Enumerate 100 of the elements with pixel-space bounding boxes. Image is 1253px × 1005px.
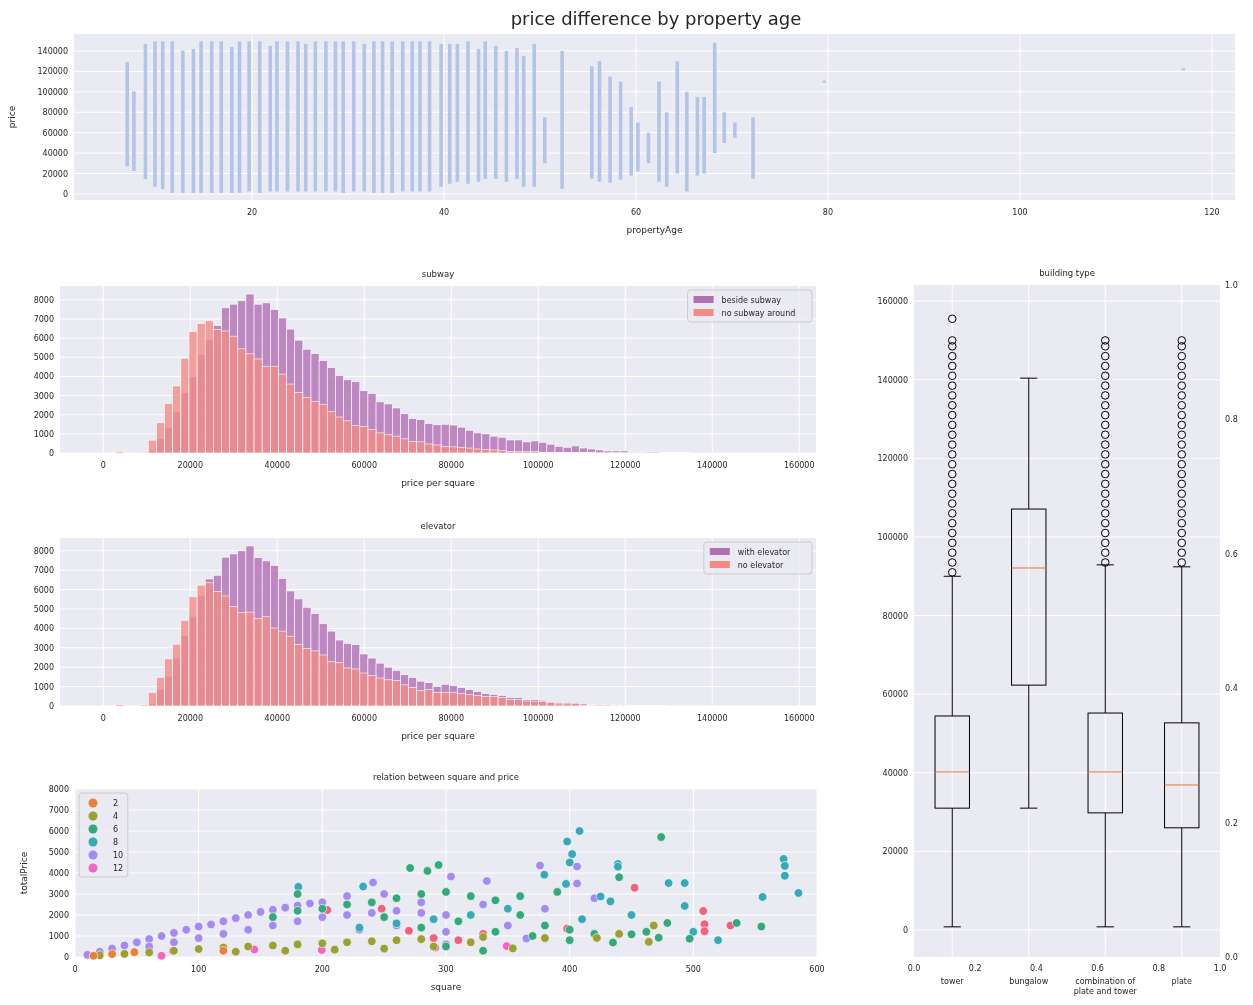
legend-label: no subway around (721, 309, 796, 318)
x-tick-label: 40000 (264, 461, 290, 470)
x-tick-label: 120000 (609, 461, 641, 470)
y-tick-label: 40000 (882, 768, 908, 778)
x2-tick-label: 0.6 (1091, 964, 1104, 973)
y-tick-label: 6000 (33, 585, 54, 595)
legend-label: with elevator (737, 548, 792, 557)
y-tick-label: 0 (48, 702, 54, 711)
y-tick-label: 1000 (33, 429, 54, 439)
x-tick-label: 60000 (351, 461, 377, 470)
y-tick-label: 7000 (48, 806, 69, 815)
y-tick-label: 5000 (48, 848, 69, 857)
x-tick-label: 20000 (177, 461, 203, 470)
y-tick-label: 7000 (33, 566, 54, 576)
x-tick-label: 140000 (696, 714, 728, 723)
y-tick-label: 2000 (33, 410, 54, 420)
y-tick-label: 100000 (877, 532, 908, 542)
y-tick-label: 100000 (37, 87, 68, 97)
y-tick-label: 0 (62, 189, 68, 199)
legend-label: beside subway (721, 296, 782, 305)
x-tick-label: 0 (72, 965, 78, 974)
x2-tick-label: 0.8 (1152, 964, 1166, 973)
chart-title: subway (421, 269, 455, 279)
y-tick-label: 8000 (33, 295, 54, 305)
chart-title: price difference by property age (510, 8, 802, 29)
x-tick-label: 60 (630, 208, 642, 217)
x-tick-label: 80000 (438, 461, 464, 470)
y2-tick-label: 0.4 (1225, 684, 1238, 694)
x-tick-label: 100 (191, 965, 207, 974)
y-tick-label: 7000 (33, 314, 54, 324)
x-tick-label: 300 (438, 965, 454, 974)
y-tick-label: 120000 (37, 67, 68, 77)
x-tick-label: 500 (685, 965, 701, 974)
x-tick-label: 120000 (609, 714, 641, 723)
x-tick-label: 100 (1012, 208, 1028, 217)
y-tick-label: 60000 (42, 128, 68, 138)
y-tick-label: 1000 (33, 682, 54, 692)
y-tick-label: 8000 (33, 546, 54, 556)
x-tick-label: 120 (1204, 208, 1220, 217)
x-tick-label: 80 (822, 208, 834, 217)
y-tick-label: 60000 (882, 690, 908, 700)
legend-label: 2 (113, 799, 119, 808)
y-tick-label: 140000 (37, 46, 68, 56)
x-axis-title: propertyAge (626, 225, 683, 235)
y-tick-label: 5000 (33, 353, 54, 363)
x-tick-label: 0 (100, 714, 106, 723)
x-tick-label: 80000 (438, 714, 464, 723)
y-tick-label: 0 (63, 953, 69, 962)
x-tick-label: 20000 (177, 714, 203, 723)
x-tick-label: tower (940, 977, 965, 986)
x-tick-label: 100000 (522, 461, 554, 470)
x2-tick-label: 1.0 (1213, 964, 1227, 973)
y-axis-title: totalPrice (19, 851, 29, 895)
x-tick-label: 200 (314, 965, 330, 974)
y-tick-label: 2000 (48, 911, 69, 920)
y-tick-label: 4000 (48, 869, 69, 878)
x-tick-label: 140000 (696, 461, 728, 470)
y-tick-label: 6000 (48, 827, 69, 836)
y-tick-label: 4000 (33, 372, 54, 382)
y-tick-label: 2000 (33, 663, 54, 673)
x-tick-label: bungalow (1009, 977, 1049, 986)
x-tick-label: 100000 (522, 714, 554, 723)
y-tick-label: 80000 (42, 108, 68, 118)
x-axis-title: price per square (401, 731, 476, 741)
x-tick-label: 40000 (264, 714, 290, 723)
y2-tick-label: 1.0 (1225, 281, 1238, 290)
y-tick-label: 4000 (33, 624, 54, 634)
x2-tick-label: 0.2 (968, 964, 982, 973)
x-tick-label: 160000 (783, 714, 815, 723)
y-tick-label: 20000 (882, 847, 908, 857)
y2-tick-label: 0.6 (1225, 549, 1238, 559)
chart-title: building type (1039, 268, 1095, 278)
x-tick-label: 160000 (783, 461, 815, 470)
legend-label: 8 (113, 838, 119, 847)
x-tick-label: 400 (562, 965, 578, 974)
y-axis-title: price (7, 105, 17, 129)
chart-title: elevator (420, 521, 457, 531)
x-tick-label: 60000 (351, 714, 377, 723)
legend-label: 12 (113, 864, 124, 873)
x-tick-label: plate (1171, 977, 1192, 986)
y-tick-label: 20000 (42, 169, 68, 179)
x-axis-title: price per square (401, 478, 476, 488)
y2-tick-label: 0.0 (1225, 953, 1238, 962)
x-tick-label: 20 (246, 208, 258, 217)
x2-tick-label: 0.0 (907, 964, 921, 973)
y-tick-label: 0 (48, 449, 54, 458)
y-tick-label: 0 (902, 926, 908, 935)
legend-label: 4 (113, 812, 119, 821)
y-tick-label: 40000 (42, 149, 68, 159)
legend-label: no elevator (737, 561, 785, 570)
y-tick-label: 160000 (877, 297, 908, 307)
x-tick-label: 40 (438, 208, 450, 217)
y-tick-label: 6000 (33, 334, 54, 344)
x-tick-label: 600 (809, 965, 825, 974)
y2-tick-label: 0.8 (1225, 415, 1238, 425)
x-tick-label: 0 (100, 461, 106, 470)
y-tick-label: 80000 (882, 611, 908, 621)
x-axis-title: square (430, 982, 462, 992)
y-tick-label: 1000 (48, 932, 69, 941)
y-tick-label: 3000 (48, 890, 69, 899)
